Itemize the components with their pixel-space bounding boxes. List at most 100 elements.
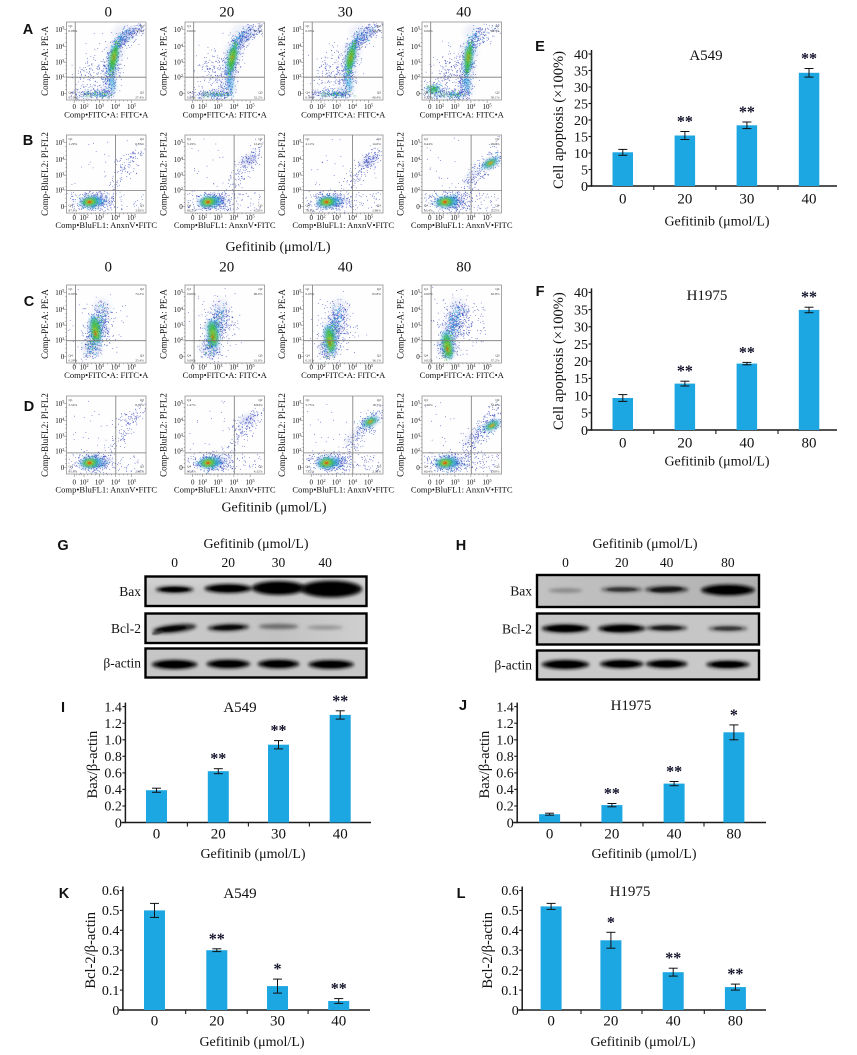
- svg-text:0.34%: 0.34%: [306, 96, 315, 100]
- svg-text:**: **: [331, 981, 347, 998]
- svg-text:0: 0: [105, 5, 113, 21]
- svg-text:105: 105: [364, 102, 373, 111]
- svg-text:Q2: Q2: [495, 287, 499, 291]
- svg-text:102: 102: [55, 447, 64, 456]
- svg-text:102: 102: [292, 73, 301, 82]
- svg-text:104: 104: [411, 416, 421, 425]
- svg-text:0: 0: [171, 555, 178, 570]
- svg-text:0.29%: 0.29%: [69, 359, 78, 363]
- svg-text:Comp•FITC•A: FITC•A: Comp•FITC•A: FITC•A: [183, 110, 268, 120]
- svg-text:104: 104: [348, 478, 358, 487]
- svg-text:102: 102: [79, 213, 88, 222]
- svg-text:104: 104: [229, 213, 239, 222]
- svg-text:102: 102: [55, 73, 64, 82]
- svg-text:102: 102: [174, 186, 183, 195]
- svg-text:105: 105: [483, 478, 492, 487]
- svg-text:105: 105: [292, 25, 301, 34]
- svg-text:0: 0: [72, 103, 76, 111]
- svg-text:Q2: Q2: [140, 398, 144, 402]
- svg-text:105: 105: [483, 102, 492, 111]
- svg-text:I: I: [61, 700, 65, 716]
- svg-text:Bcl-2: Bcl-2: [502, 622, 532, 637]
- svg-text:104: 104: [292, 42, 302, 51]
- svg-text:85.4%: 85.4%: [187, 470, 196, 474]
- svg-text:Q3: Q3: [495, 465, 499, 469]
- svg-text:103: 103: [292, 321, 301, 330]
- svg-text:40: 40: [331, 1014, 346, 1030]
- svg-text:Gefitinib (μmol/L): Gefitinib (μmol/L): [200, 847, 305, 862]
- svg-text:Q3: Q3: [495, 354, 499, 358]
- svg-text:H1975: H1975: [610, 884, 651, 900]
- svg-text:80: 80: [728, 1014, 743, 1030]
- svg-text:**: **: [727, 966, 743, 983]
- svg-text:Q1: Q1: [306, 287, 310, 291]
- svg-text:0: 0: [72, 479, 76, 487]
- svg-text:*: *: [607, 914, 615, 931]
- svg-text:Q1: Q1: [424, 24, 428, 28]
- svg-text:3.54%: 3.54%: [69, 403, 78, 407]
- svg-text:30: 30: [338, 5, 353, 21]
- svg-text:20: 20: [219, 5, 234, 21]
- svg-text:102: 102: [411, 73, 420, 82]
- svg-text:40: 40: [574, 286, 588, 301]
- svg-text:40: 40: [667, 827, 682, 843]
- svg-text:0.10%: 0.10%: [69, 96, 78, 100]
- svg-text:**: **: [677, 114, 693, 131]
- svg-text:105: 105: [127, 478, 136, 487]
- svg-text:**: **: [801, 289, 817, 306]
- svg-text:A: A: [23, 22, 34, 38]
- svg-text:0.06%: 0.06%: [424, 29, 433, 33]
- svg-text:103: 103: [292, 58, 301, 67]
- svg-text:**: **: [677, 363, 693, 380]
- svg-text:105: 105: [483, 213, 492, 222]
- svg-text:104: 104: [411, 155, 421, 164]
- svg-text:105: 105: [292, 138, 301, 147]
- svg-text:5: 5: [581, 407, 588, 422]
- svg-text:Cell apoptosis (×100%): Cell apoptosis (×100%): [551, 51, 567, 189]
- svg-text:25: 25: [574, 338, 588, 353]
- svg-text:0: 0: [512, 1004, 519, 1019]
- svg-text:103: 103: [95, 363, 104, 372]
- svg-text:105: 105: [411, 25, 420, 34]
- svg-text:Q3: Q3: [258, 354, 262, 358]
- svg-text:102: 102: [174, 73, 183, 82]
- svg-text:J: J: [459, 698, 467, 714]
- svg-text:103: 103: [95, 102, 104, 111]
- svg-text:0: 0: [61, 464, 65, 472]
- svg-text:32.6%: 32.6%: [491, 403, 500, 407]
- svg-text:Gefitinib (μmol/L): Gefitinib (μmol/L): [221, 501, 326, 516]
- svg-text:Comp•BluFL1: AnxnV•FITC: Comp•BluFL1: AnxnV•FITC: [174, 220, 276, 230]
- svg-text:Comp-PE-A: PE-A: Comp-PE-A: PE-A: [159, 289, 169, 359]
- svg-text:105: 105: [292, 288, 301, 297]
- svg-text:105: 105: [364, 478, 373, 487]
- svg-text:Q4: Q4: [306, 204, 310, 208]
- svg-text:Comp•BluFL1: AnxnV•FITC: Comp•BluFL1: AnxnV•FITC: [411, 485, 513, 495]
- svg-text:103: 103: [174, 171, 183, 180]
- svg-text:Q1: Q1: [187, 398, 191, 402]
- svg-text:5: 5: [581, 163, 588, 178]
- svg-text:C: C: [24, 294, 35, 310]
- svg-text:**: **: [604, 786, 620, 803]
- svg-text:5.75%: 5.75%: [306, 403, 315, 407]
- svg-text:104: 104: [466, 213, 476, 222]
- svg-text:Q1: Q1: [69, 398, 73, 402]
- svg-text:37.2%: 37.2%: [491, 359, 500, 363]
- svg-text:30: 30: [271, 827, 286, 843]
- svg-text:**: **: [666, 764, 682, 781]
- svg-text:103: 103: [174, 432, 183, 441]
- svg-text:**: **: [739, 344, 755, 361]
- svg-text:103: 103: [332, 213, 341, 222]
- svg-text:30: 30: [739, 192, 754, 208]
- svg-text:105: 105: [246, 102, 255, 111]
- svg-text:**: **: [209, 931, 225, 948]
- svg-text:**: **: [332, 693, 348, 710]
- svg-text:0.6: 0.6: [102, 884, 120, 899]
- svg-text:0: 0: [179, 353, 183, 361]
- svg-text:104: 104: [55, 416, 65, 425]
- svg-text:20: 20: [604, 827, 619, 843]
- svg-text:0: 0: [619, 192, 627, 208]
- svg-text:Q4: Q4: [306, 465, 310, 469]
- svg-text:102: 102: [435, 213, 444, 222]
- svg-text:3.92%: 3.92%: [135, 209, 144, 213]
- svg-text:Bcl-2/β-actin: Bcl-2/β-actin: [480, 911, 496, 988]
